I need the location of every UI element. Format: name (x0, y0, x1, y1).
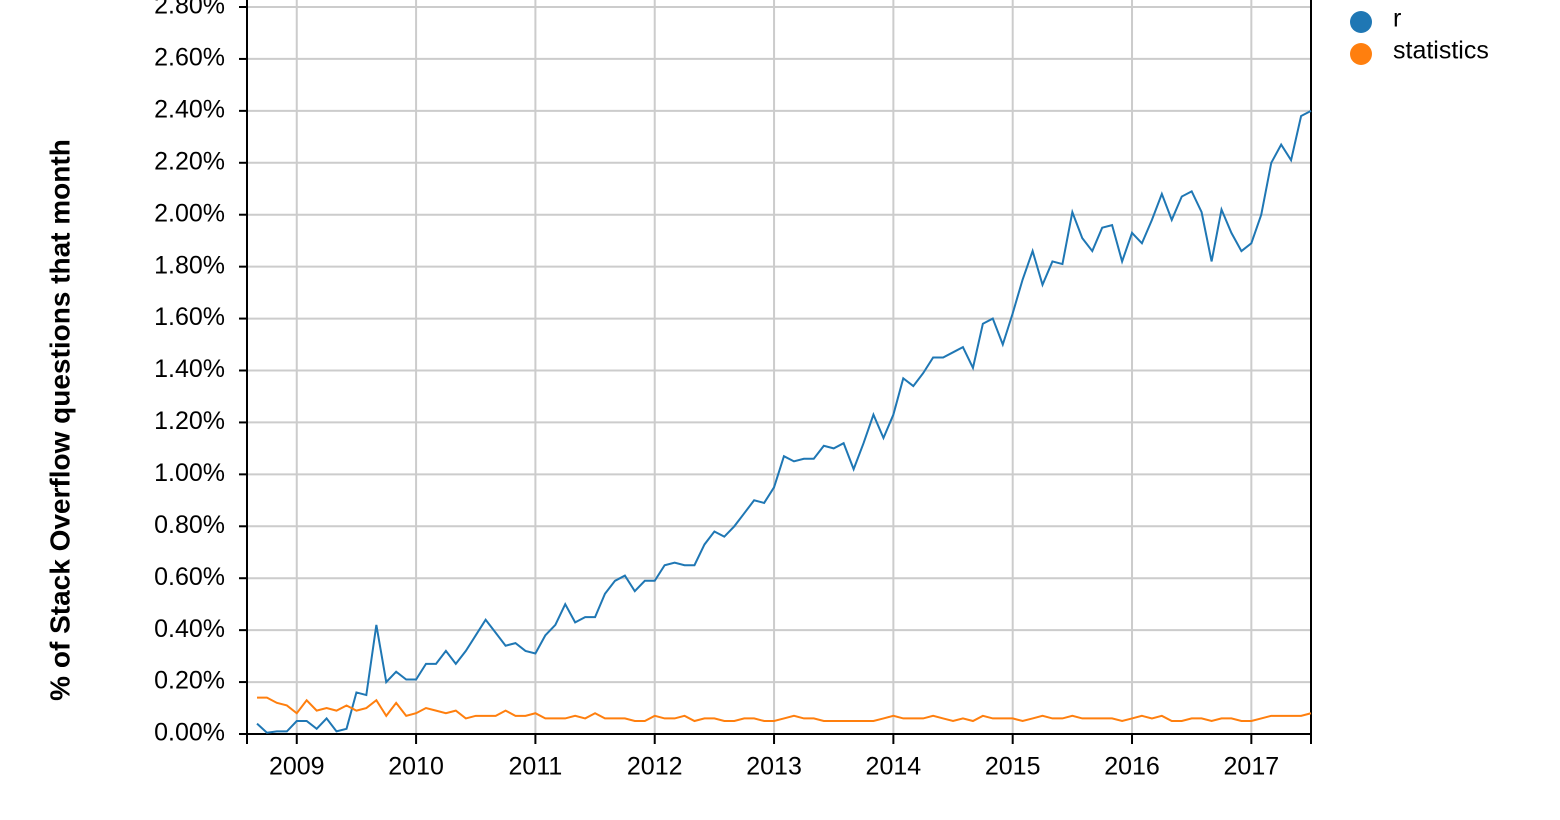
legend-marker (1350, 11, 1372, 33)
y-tick-label: 0.40% (154, 615, 225, 643)
y-tick-label: 0.60% (154, 563, 225, 591)
x-tick-label: 2010 (388, 753, 444, 781)
y-tick-label: 2.40% (154, 95, 225, 123)
y-tick-label: 2.00% (154, 199, 225, 227)
x-tick-label: 2016 (1104, 753, 1160, 781)
y-tick-label: 0.20% (154, 667, 225, 695)
y-tick-label: 1.40% (154, 355, 225, 383)
x-tick-label: 2015 (985, 753, 1041, 781)
legend-label: statistics (1393, 37, 1489, 65)
x-tick-label: 2011 (509, 753, 563, 781)
x-tick-label: 2017 (1224, 753, 1280, 781)
legend-marker (1350, 43, 1372, 65)
y-tick-label: 1.80% (154, 251, 225, 279)
y-tick-label: 2.20% (154, 147, 225, 175)
x-tick-label: 2009 (269, 753, 325, 781)
x-tick-label: 2012 (627, 753, 683, 781)
y-tick-label: 1.00% (154, 459, 225, 487)
legend-label: r (1393, 5, 1401, 33)
y-tick-label: 0.80% (154, 511, 225, 539)
y-tick-label: 1.20% (154, 407, 225, 435)
y-tick-label: 0.00% (154, 719, 225, 747)
y-tick-label: 2.80% (154, 0, 225, 20)
y-axis-label: % of Stack Overflow questions that month (44, 139, 75, 701)
y-tick-label: 2.60% (154, 44, 225, 72)
series-line (256, 109, 1312, 734)
x-tick-label: 2013 (746, 753, 802, 781)
y-tick-label: 1.60% (154, 303, 225, 331)
series-line (257, 696, 1312, 723)
x-tick-label: 2014 (866, 753, 922, 781)
